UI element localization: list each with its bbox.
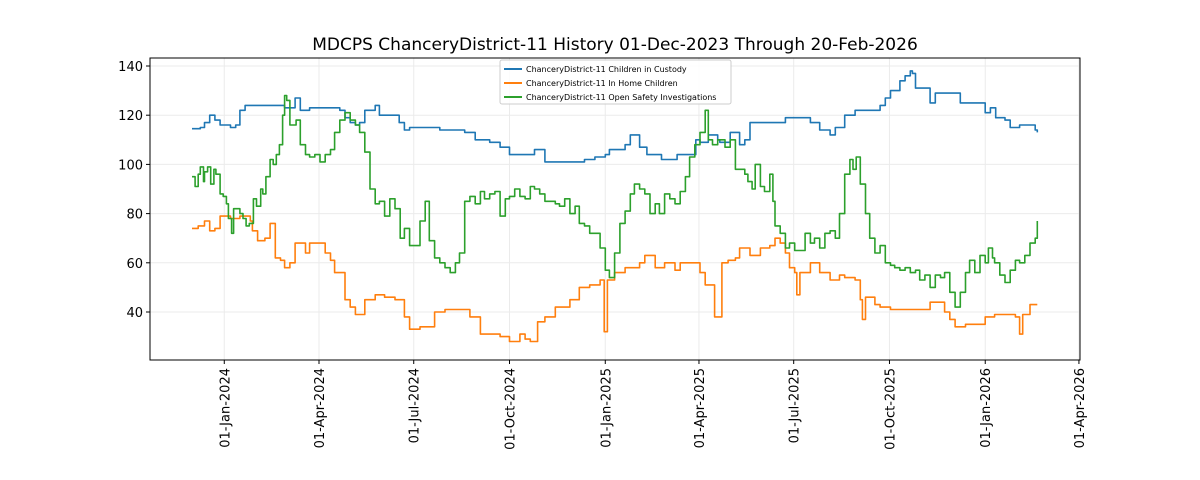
x-tick-label: 01-Oct-2024 <box>504 368 519 450</box>
legend: ChanceryDistrict-11 Children in Custody C… <box>499 59 732 105</box>
chart-title: MDCPS ChanceryDistrict-11 History 01-Dec… <box>312 35 918 55</box>
series-line-0 <box>192 70 1039 163</box>
y-tick-label: 120 <box>118 109 143 124</box>
legend-label: ChanceryDistrict-11 In Home Children <box>526 79 678 88</box>
x-tick-label: 01-Jan-2026 <box>979 368 994 448</box>
y-axis: 40 60 80 100 120 140 <box>118 60 150 321</box>
x-tick-label: 01-Apr-2026 <box>1073 368 1088 448</box>
x-tick-label: 01-Jul-2024 <box>408 368 423 443</box>
x-tick-label: 01-Jan-2025 <box>599 368 614 448</box>
x-tick-label: 01-Apr-2024 <box>313 368 328 448</box>
plot-frame <box>149 57 1081 361</box>
x-axis: 01-Jan-2024 01-Apr-2024 01-Jul-2024 01-Oct-… <box>218 360 1088 450</box>
x-tick-label: 01-Apr-2025 <box>693 368 708 448</box>
x-tick-label: 01-Jul-2025 <box>788 368 803 443</box>
series-layer <box>192 70 1039 343</box>
y-tick-label: 40 <box>126 306 143 321</box>
legend-box <box>499 59 732 105</box>
legend-label: ChanceryDistrict-11 Open Safety Investig… <box>526 93 716 102</box>
y-tick-label: 140 <box>118 60 143 75</box>
y-tick-label: 80 <box>126 208 143 223</box>
x-tick-label: 01-Oct-2025 <box>883 368 898 450</box>
y-tick-label: 100 <box>118 158 143 173</box>
series-line-2 <box>192 94 1039 308</box>
series-line-1 <box>192 215 1038 343</box>
legend-label: ChanceryDistrict-11 Children in Custody <box>526 65 687 74</box>
x-tick-label: 01-Jan-2024 <box>218 368 233 448</box>
y-tick-label: 60 <box>126 257 143 272</box>
